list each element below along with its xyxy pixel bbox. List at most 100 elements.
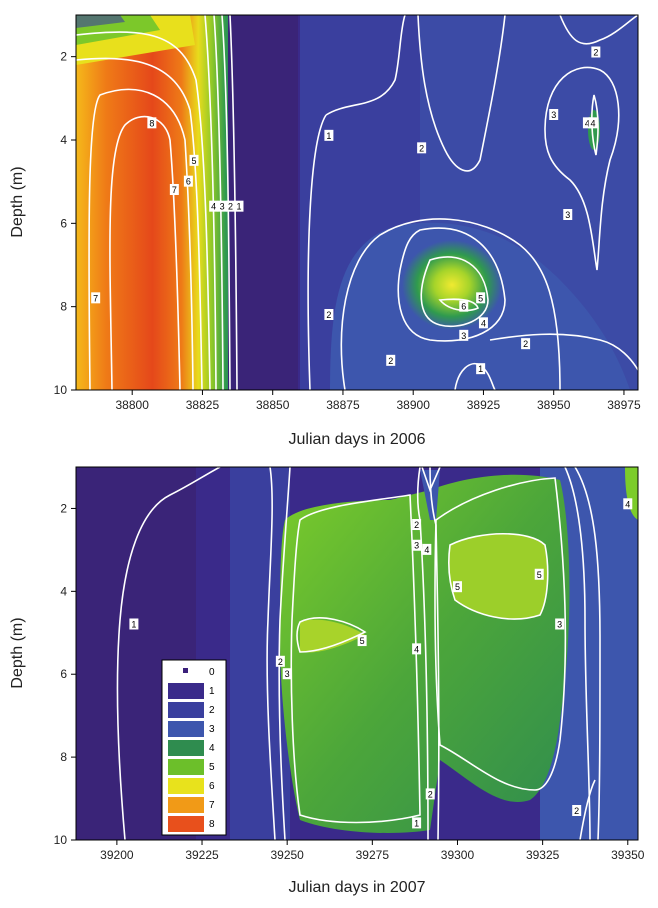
contour-label-box [412, 539, 422, 551]
legend-swatch [168, 778, 204, 794]
contour-label-box [588, 117, 598, 129]
contour-label-box [357, 635, 367, 647]
contour-label: 8 [149, 118, 154, 128]
contour-label-box [226, 200, 236, 212]
contour-label: 4 [625, 499, 630, 509]
contour-label-box [591, 46, 601, 58]
contour-label: 2 [523, 339, 528, 349]
contour-label-box [91, 292, 101, 304]
contour-label: 1 [414, 818, 419, 828]
y-tick-label: 6 [60, 216, 67, 230]
contour-lines-2007 [116, 467, 601, 840]
contour-label: 7 [172, 185, 177, 195]
x-tick-label: 38850 [256, 398, 290, 412]
contour-label-box [217, 200, 227, 212]
contour-label-box [521, 338, 531, 350]
contour-label: 1 [131, 619, 136, 629]
contour-label: 2 [228, 202, 233, 212]
contour-label-box [386, 354, 396, 366]
y-tick-label: 4 [60, 133, 67, 147]
contour-label-box [572, 804, 582, 816]
x-ticks-2007: 39200 39225 39250 39275 39300 39325 39350 [100, 840, 645, 862]
contour-label-box [476, 292, 486, 304]
contour-label: 2 [326, 310, 331, 320]
contour-label-box [534, 568, 544, 580]
contour-label: 3 [220, 202, 225, 212]
contour-label-box [169, 184, 179, 195]
x-tick-label: 38800 [116, 398, 150, 412]
contour-label: 3 [551, 110, 556, 120]
contour-label-box [623, 498, 633, 510]
x-tick-label: 39325 [526, 848, 560, 862]
contour-label: 5 [537, 570, 542, 580]
contour-label: 4 [481, 318, 486, 328]
x-tick-label: 38825 [186, 398, 220, 412]
x-axis-label-2007: Julian days in 2007 [289, 879, 426, 896]
contour-label-box [422, 543, 432, 555]
contour-label: 2 [574, 806, 579, 816]
contour-label-box [476, 363, 486, 375]
contour-label-box [555, 618, 565, 630]
x-tick-label: 39275 [356, 848, 390, 862]
contour-label-box [147, 117, 157, 129]
contour-label-box [234, 200, 244, 212]
legend-swatch [168, 702, 204, 718]
legend-swatch [168, 683, 204, 699]
contour-label: 1 [236, 202, 241, 212]
contour-label: 4 [211, 202, 216, 212]
contour-label-box [275, 655, 285, 667]
x-tick-label: 38875 [326, 398, 360, 412]
contour-label: 5 [192, 156, 197, 166]
contour-label: 3 [285, 669, 290, 679]
contour-label-box [209, 200, 219, 212]
legend-label: 7 [209, 800, 215, 811]
contour-label-box [582, 117, 592, 129]
contour-label: 4 [591, 118, 596, 128]
contour-label: 2 [278, 657, 283, 667]
legend-label: 8 [209, 819, 215, 830]
contour-label: 3 [557, 619, 562, 629]
x-tick-label: 38975 [607, 398, 641, 412]
contour-label-box [324, 309, 334, 320]
contour-label-box [183, 175, 193, 187]
contour-label: 3 [461, 331, 466, 341]
x-ticks-2006: 38800 38825 38850 38875 38900 38925 38950 38975 [116, 390, 641, 412]
contour-label-box [459, 329, 469, 341]
y-ticks-2007: 2 4 6 8 10 [54, 501, 76, 847]
contour-label-box [417, 142, 427, 154]
y-tick-label: 6 [60, 667, 67, 681]
y-tick-label: 2 [60, 501, 67, 515]
x-tick-label: 39300 [441, 848, 475, 862]
y-tick-label: 8 [60, 300, 67, 314]
contour-label: 4 [424, 545, 429, 555]
contour-label-box [563, 209, 573, 220]
color-legend: 0 1 2 3 4 5 6 7 8 [161, 659, 227, 836]
contour-label-box [412, 519, 422, 531]
contour-fill-2007 [76, 467, 638, 840]
contour-label-box [412, 817, 422, 829]
contour-label: 2 [593, 48, 598, 58]
contour-label-box [478, 317, 488, 329]
contour-label: 3 [565, 210, 570, 220]
legend-label: 4 [209, 743, 215, 754]
contour-label: 5 [478, 293, 483, 303]
legend-label: 5 [209, 762, 215, 773]
contour-label-box [129, 618, 139, 630]
contour-label: 4 [414, 644, 419, 654]
contour-label: 1 [326, 131, 331, 141]
legend-swatch [168, 816, 204, 832]
contour-label: 6 [461, 302, 466, 312]
x-tick-label: 38950 [537, 398, 571, 412]
contour-label-box [282, 668, 292, 680]
contour-label: 2 [414, 520, 419, 530]
contour-label-box [425, 788, 435, 800]
x-tick-label: 39200 [100, 848, 134, 862]
contour-label-box [452, 581, 462, 593]
x-axis-label-2006: Julian days in 2006 [289, 431, 426, 448]
legend-label: 0 [209, 667, 215, 678]
plot-frame-2006 [75, 14, 639, 391]
